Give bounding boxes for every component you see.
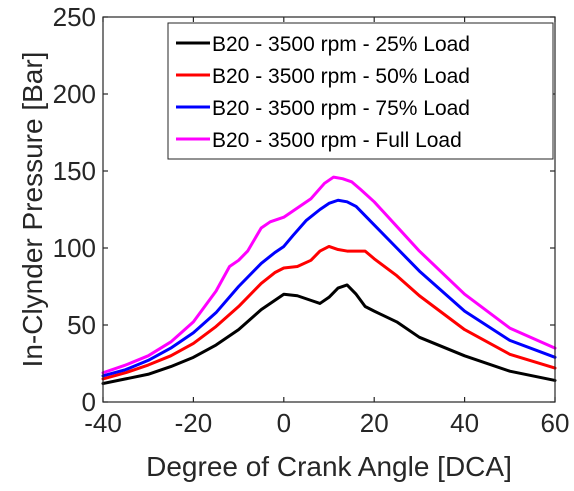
y-tick-label: 150 bbox=[53, 156, 96, 186]
x-tick-label: 20 bbox=[360, 408, 389, 438]
x-axis-label: Degree of Crank Angle [DCA] bbox=[146, 451, 512, 482]
series-line-2 bbox=[101, 244, 557, 381]
series-line-1 bbox=[101, 283, 557, 386]
y-tick-label: 250 bbox=[53, 2, 96, 32]
legend: B20 - 3500 rpm - 25% Load B20 - 3500 rpm … bbox=[167, 22, 554, 160]
x-tick-label: 40 bbox=[450, 408, 479, 438]
x-tick-label: -40 bbox=[84, 408, 122, 438]
x-tick-label: 60 bbox=[541, 408, 570, 438]
x-tick-label: 0 bbox=[277, 408, 291, 438]
legend-label-2: B20 - 3500 rpm - 50% Load bbox=[212, 65, 470, 88]
y-tick-label: 100 bbox=[53, 233, 96, 263]
legend-label-4: B20 - 3500 rpm - Full Load bbox=[212, 129, 462, 152]
series-line-3 bbox=[101, 198, 557, 378]
ticks: -40 -20 0 20 40 60 0 50 100 150 200 250 bbox=[53, 2, 570, 438]
legend-box bbox=[167, 22, 554, 160]
legend-label-3: B20 - 3500 rpm - 75% Load bbox=[212, 97, 470, 120]
y-tick-label: 200 bbox=[53, 79, 96, 109]
y-axis-label: In-Clynder Pressure [Bar] bbox=[17, 52, 48, 368]
axes bbox=[102, 16, 556, 403]
legend-label-1: B20 - 3500 rpm - 25% Load bbox=[212, 33, 470, 56]
series-line-4 bbox=[101, 175, 557, 375]
x-tick-label: -20 bbox=[175, 408, 213, 438]
y-tick-label: 50 bbox=[67, 310, 96, 340]
series-layer bbox=[101, 175, 557, 386]
y-tick-label: 0 bbox=[82, 387, 96, 417]
axes-box bbox=[102, 16, 556, 403]
